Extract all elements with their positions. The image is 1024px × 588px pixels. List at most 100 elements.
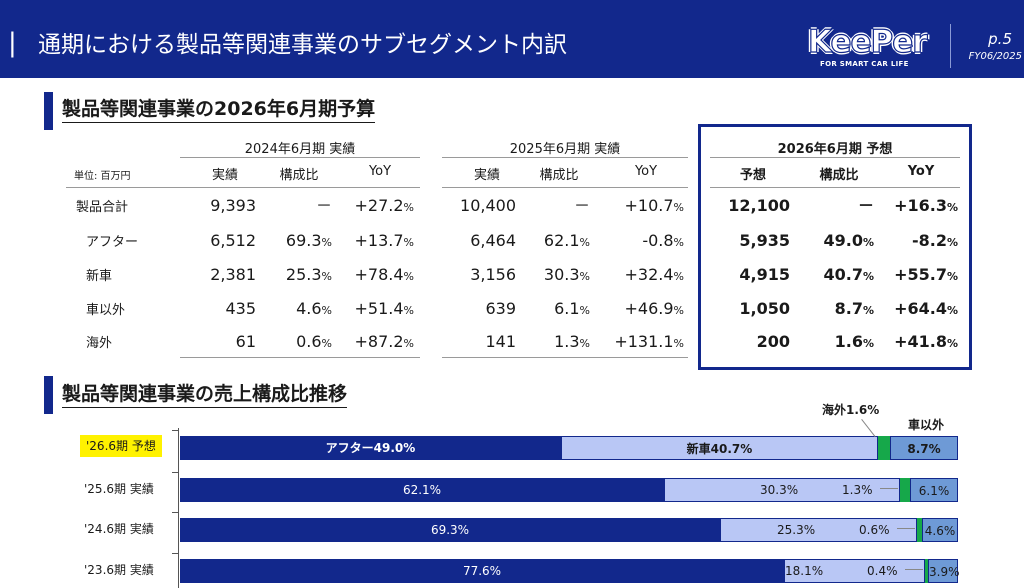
cell-value: 62.1	[543, 231, 580, 250]
group-underline	[442, 157, 688, 158]
cell-unit: %	[579, 236, 590, 249]
axis-tick	[172, 430, 179, 431]
bar-category-label: '26.6期 予想	[80, 435, 162, 457]
header-rule	[66, 187, 420, 188]
leader-line	[905, 569, 923, 570]
table-cell: 435	[136, 299, 256, 319]
cell-value: 4.6	[296, 299, 322, 318]
bar-segment-new	[664, 478, 900, 502]
logo-wordmark: KeePer	[807, 23, 928, 60]
table-cell: 1,050	[670, 299, 790, 319]
table-cell: 4,915	[670, 265, 790, 285]
cell-value: 12,100	[728, 196, 790, 215]
cell-value: 200	[756, 332, 790, 351]
bar-segment-overseas	[878, 436, 890, 460]
cell-value: 2,381	[210, 265, 256, 284]
table-cell: 6,464	[396, 231, 516, 251]
row-label: 製品合計	[76, 200, 129, 215]
row-label: 海外	[86, 336, 113, 351]
cell-value: +41.8	[894, 332, 947, 351]
bar-label-overseas: 0.6%	[859, 523, 890, 537]
cell-value: +10.7	[624, 196, 674, 215]
header-banner: | 通期における製品等関連事業のサブセグメント内訳 KeePer FOR SMA…	[0, 0, 1024, 78]
col-head: YoY	[907, 164, 935, 179]
table-cell: +87.2%	[294, 332, 414, 354]
table-cell: －	[212, 196, 332, 218]
cell-unit: %	[403, 337, 414, 350]
bar-label-new: 25.3%	[777, 523, 816, 537]
bar-segment-other: 8.7%	[890, 436, 958, 460]
leader-line	[861, 419, 876, 437]
cell-unit: %	[862, 337, 874, 350]
cell-unit: %	[673, 304, 684, 317]
table-cell: 9,393	[136, 196, 256, 216]
cell-value: 69.3	[285, 231, 322, 250]
bar-segment-other: 4.6%	[922, 518, 958, 542]
table-cell: 40.7%	[754, 265, 874, 287]
cell-unit: %	[673, 236, 684, 249]
table-bottom-rule	[180, 357, 420, 358]
table-cell: 141	[396, 332, 516, 352]
col-head: YoY	[634, 164, 658, 179]
cell-unit: %	[321, 270, 332, 283]
header-rule	[710, 187, 960, 188]
table-cell: +131.1%	[564, 332, 684, 354]
cell-unit: %	[946, 201, 958, 214]
cell-unit: %	[862, 304, 874, 317]
group-label-2026: 2026年6月期 予想	[777, 142, 893, 157]
bar-label-overseas: 1.3%	[842, 483, 873, 497]
cell-value: 6,512	[210, 231, 256, 250]
table-cell: -0.8%	[564, 231, 684, 253]
bar-category-label: '24.6期 実績	[84, 522, 154, 536]
cell-unit: %	[321, 236, 332, 249]
row-label: アフター	[86, 235, 139, 250]
table-cell: 25.3%	[212, 265, 332, 287]
leader-line	[880, 488, 898, 489]
col-head: 予想	[739, 168, 766, 183]
table-cell: 62.1%	[470, 231, 590, 253]
table-cell: 2,381	[136, 265, 256, 285]
cell-value: 141	[485, 332, 516, 351]
cell-value: -0.8	[642, 231, 674, 250]
bar-segment-new	[784, 559, 925, 583]
table-cell: 30.3%	[470, 265, 590, 287]
table-cell: +13.7%	[294, 231, 414, 253]
cell-value: 435	[225, 299, 256, 318]
cell-value: +87.2	[354, 332, 404, 351]
table-cell: +46.9%	[564, 299, 684, 321]
table-bottom-rule	[442, 357, 688, 358]
col-head: YoY	[368, 164, 392, 179]
cell-value: 3,156	[470, 265, 516, 284]
cell-unit: %	[579, 270, 590, 283]
cell-unit: %	[321, 337, 332, 350]
bar-label-other-head: 車以外	[908, 418, 945, 432]
table-cell: 200	[670, 332, 790, 352]
cell-value: 1,050	[739, 299, 790, 318]
cell-unit: %	[403, 304, 414, 317]
header-bar-mark: |	[8, 28, 17, 58]
leader-line	[897, 528, 915, 529]
cell-value: －	[573, 196, 590, 215]
cell-value: +27.2	[354, 196, 404, 215]
cell-value: 9,393	[210, 196, 256, 215]
cell-value: 40.7	[823, 265, 863, 284]
forecast-highlight-box	[698, 124, 972, 370]
table-cell: 0.6%	[212, 332, 332, 354]
col-head: 実績	[211, 168, 238, 183]
row-label: 車以外	[86, 303, 126, 318]
cell-unit: %	[673, 337, 684, 350]
axis-tick	[172, 472, 179, 473]
cell-value: 25.3	[285, 265, 322, 284]
bar-segment-other: 6.1%	[910, 478, 958, 502]
cell-value: +46.9	[624, 299, 674, 318]
cell-unit: %	[946, 236, 958, 249]
group-label-2025: 2025年6月期 実績	[509, 142, 621, 157]
table-cell: 1.6%	[754, 332, 874, 354]
table-cell: +41.8%	[838, 332, 958, 354]
section-marker	[44, 376, 53, 414]
bar-label-new: 18.1%	[785, 564, 824, 578]
cell-value: +13.7	[354, 231, 404, 250]
cell-value: 49.0	[823, 231, 863, 250]
table-cell: 61	[136, 332, 256, 352]
cell-value: 4,915	[739, 265, 790, 284]
